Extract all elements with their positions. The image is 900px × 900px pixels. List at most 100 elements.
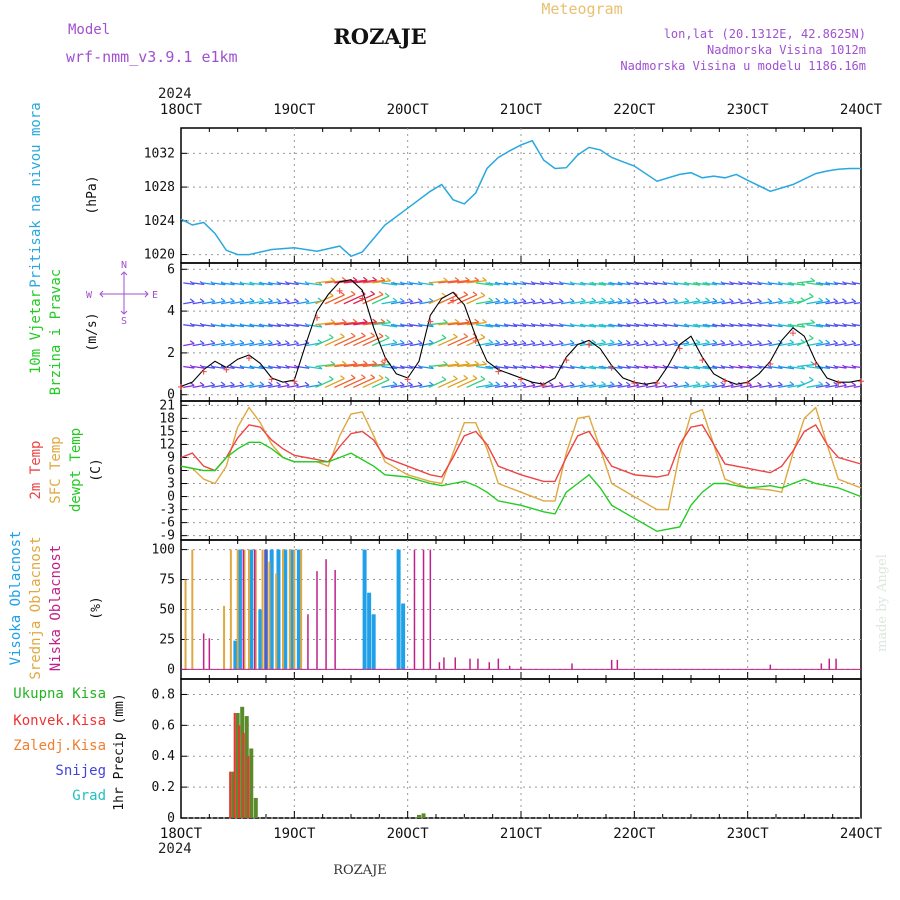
wind-barb-head xyxy=(350,374,356,379)
wind-barb-head xyxy=(370,332,376,337)
wind-barb-head xyxy=(276,381,281,386)
wind-gust-mark xyxy=(268,376,275,383)
wind-barb xyxy=(825,384,838,389)
wind-barb xyxy=(617,324,631,328)
wind-barb-head xyxy=(230,297,235,302)
wind-barb xyxy=(749,301,762,305)
wind-barb xyxy=(721,301,734,305)
wind-barb-head xyxy=(189,298,195,303)
wind-barb-head xyxy=(384,292,390,297)
wind-barb xyxy=(768,384,783,389)
wind-barb-head xyxy=(230,381,235,386)
y-tick-label: -6 xyxy=(159,516,175,531)
wind-barb-head xyxy=(652,298,658,303)
wind-barb-head xyxy=(833,339,838,344)
wind-barb-head xyxy=(294,381,299,386)
wind-barb-head xyxy=(220,381,226,386)
wind-gust-mark xyxy=(586,341,592,348)
wind-barb xyxy=(230,324,245,328)
wind-barb xyxy=(390,384,405,389)
wind-barb xyxy=(834,324,847,327)
wind-barb-head xyxy=(386,319,392,324)
wind-barb xyxy=(598,384,615,389)
wind-barb-head xyxy=(472,291,478,296)
wind-arrows xyxy=(183,276,861,389)
wind-barb-head xyxy=(503,339,509,344)
wind-barb xyxy=(513,300,527,305)
wind-barb-head xyxy=(695,297,701,302)
wind-barb-head xyxy=(539,364,545,369)
wind-barb-head xyxy=(778,297,783,302)
wind-barb xyxy=(636,282,649,286)
wind-barb xyxy=(542,365,554,369)
wind-barb xyxy=(645,324,658,327)
wind-barb xyxy=(702,342,718,347)
wind-barb xyxy=(315,280,335,284)
wind-barb xyxy=(220,342,235,347)
convective-precip-bar xyxy=(233,712,236,818)
wind-barb xyxy=(636,301,648,305)
wind-barb-head xyxy=(808,293,814,297)
wind-barb xyxy=(627,365,639,369)
y-tick-label: 18 xyxy=(159,411,175,426)
wind-barb xyxy=(239,282,255,286)
wind-barb xyxy=(343,363,368,368)
wind-barb-head xyxy=(539,298,545,303)
wind-barb xyxy=(192,365,205,369)
wind-barb xyxy=(211,282,226,286)
wind-barb-head xyxy=(360,332,366,337)
wind-barb xyxy=(202,342,215,347)
wind-barb-head xyxy=(392,381,398,386)
wind-barb xyxy=(315,336,334,347)
wind-barb xyxy=(372,321,391,326)
wind-barb xyxy=(815,342,830,347)
wind-barb xyxy=(230,342,245,347)
wind-barb xyxy=(560,282,575,286)
wind-barb xyxy=(381,384,398,389)
y-tick-label: 0 xyxy=(167,811,175,826)
y-tick-label: 1020 xyxy=(144,248,175,263)
wind-barb xyxy=(702,300,718,305)
wind-barb xyxy=(277,365,290,369)
wind-barb xyxy=(730,324,743,327)
wind-barb xyxy=(277,342,290,347)
compass-w: W xyxy=(86,290,93,301)
cloud-high-bar xyxy=(283,549,288,670)
wind-barb-head xyxy=(472,374,478,379)
wind-barb xyxy=(608,282,623,286)
wind-barb xyxy=(513,342,527,347)
wind-barb xyxy=(844,301,856,305)
wind-barb xyxy=(409,365,423,369)
wind-barb-head xyxy=(767,298,773,303)
cloud-high-bar xyxy=(371,614,376,670)
wind-barb xyxy=(759,384,772,389)
wind-barb xyxy=(740,342,752,347)
wind-barb-head xyxy=(495,297,501,302)
wind-barb xyxy=(560,300,575,305)
wind-barb xyxy=(324,321,347,326)
wind-barb-head xyxy=(465,318,470,323)
wind-barb-head xyxy=(530,381,536,386)
wind-barb-head xyxy=(601,339,606,344)
wind-barb xyxy=(702,282,718,286)
wind-barb-head xyxy=(454,318,460,323)
wind-barb xyxy=(183,282,195,286)
wind-barb-head xyxy=(705,339,710,344)
wind-barb-head xyxy=(737,340,743,345)
convective-precip-bar xyxy=(247,756,250,818)
wind-barb xyxy=(560,365,575,369)
wind-barb-head xyxy=(428,339,434,344)
cloud-high-bar xyxy=(396,549,401,670)
wind-barb xyxy=(296,300,310,305)
wind-barb xyxy=(759,365,772,369)
total-precip-bar xyxy=(235,712,240,818)
wind-barb xyxy=(712,365,725,369)
wind-barb-head xyxy=(625,381,631,386)
wind-barb xyxy=(371,337,390,347)
wind-barb-head xyxy=(673,339,678,344)
wind-barb xyxy=(447,294,468,305)
wind-barb xyxy=(712,300,725,305)
cloud-high-bar xyxy=(269,549,274,670)
wind-barb xyxy=(806,383,823,389)
wind-barb xyxy=(504,282,518,286)
